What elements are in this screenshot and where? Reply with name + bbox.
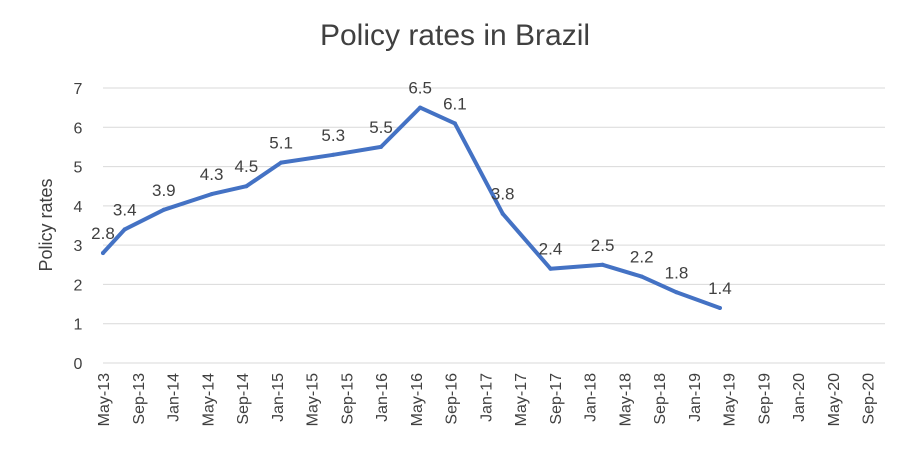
- y-tick-label: 6: [74, 120, 83, 137]
- data-point: [500, 211, 505, 216]
- x-tick-label: Sep-17: [548, 373, 565, 425]
- x-tick-label: Jan-18: [583, 373, 600, 422]
- x-tick-label: Sep-15: [339, 373, 356, 425]
- x-tick-label: Sep-18: [652, 373, 669, 425]
- data-label: 5.1: [269, 134, 293, 153]
- x-ticks: May-13 Sep-13 Jan-14 May-14 Sep-14 Jan-15 May-…: [96, 373, 878, 426]
- data-label: 4.3: [200, 165, 224, 184]
- data-label: 4.5: [235, 157, 259, 176]
- data-label: 2.5: [591, 236, 615, 255]
- data-point: [101, 251, 105, 255]
- x-tick-label: Jan-20: [791, 373, 808, 422]
- data-labels: 2.8 3.4 3.9 4.3 4.5 5.1 5.3 5.5 6.5 6.1 3.8 2.4 2.5 2…: [91, 79, 732, 298]
- data-point: [452, 121, 457, 126]
- data-label: 1.4: [708, 279, 732, 298]
- x-tick-label: May-20: [826, 373, 843, 426]
- x-tick-label: May-13: [96, 373, 113, 426]
- x-tick-label: May-14: [200, 373, 217, 426]
- x-tick-label: Jan-16: [374, 373, 391, 422]
- y-tick-label: 7: [74, 81, 83, 98]
- points-layer: [101, 105, 722, 310]
- data-point: [717, 306, 722, 310]
- x-tick-label: Sep-13: [131, 373, 148, 425]
- data-point: [674, 290, 679, 295]
- x-tick-label: Sep-16: [444, 373, 461, 425]
- x-tick-label: May-18: [617, 373, 634, 426]
- data-point: [639, 274, 644, 279]
- y-axis-label: Policy rates: [36, 178, 56, 271]
- x-tick-label: Jan-17: [478, 373, 495, 422]
- data-point: [600, 262, 605, 267]
- x-tick-label: Sep-20: [861, 373, 878, 425]
- series-layer: [101, 105, 722, 310]
- x-tick-label: Jan-15: [270, 373, 287, 422]
- y-tick-label: 5: [74, 160, 83, 177]
- data-label: 2.4: [539, 240, 563, 259]
- data-point: [379, 144, 384, 149]
- series-line: [101, 105, 722, 310]
- x-tick-label: May-17: [513, 373, 530, 426]
- data-label: 6.1: [443, 94, 467, 113]
- data-point: [244, 184, 249, 189]
- data-label: 6.5: [408, 79, 432, 98]
- x-tick-label: Jan-14: [166, 373, 183, 422]
- gridlines: [103, 87, 885, 364]
- data-point: [209, 192, 214, 197]
- y-tick-label: 3: [74, 238, 83, 255]
- data-label: 1.8: [665, 263, 689, 282]
- x-tick-label: May-19: [722, 373, 739, 426]
- data-point: [548, 266, 553, 271]
- y-tick-label: 0: [74, 356, 83, 373]
- data-point: [122, 227, 127, 232]
- y-ticks: 0 1 2 3 4 5 6 7: [74, 81, 83, 373]
- y-tick-label: 4: [74, 199, 83, 216]
- x-tick-label: Sep-14: [235, 373, 252, 425]
- y-tick-label: 2: [74, 277, 83, 294]
- data-point: [279, 160, 284, 165]
- data-label: 3.4: [113, 200, 137, 219]
- x-tick-label: Sep-19: [756, 373, 773, 425]
- chart-title: Policy rates in Brazil: [320, 19, 590, 52]
- data-label: 2.8: [91, 224, 115, 243]
- data-point: [161, 207, 166, 212]
- x-tick-label: May-16: [409, 373, 426, 426]
- data-label: 5.5: [369, 118, 393, 137]
- x-tick-label: May-15: [305, 373, 322, 426]
- data-point: [418, 105, 423, 110]
- data-label: 3.9: [152, 181, 176, 200]
- data-label: 5.3: [321, 126, 345, 145]
- x-tick-label: Jan-19: [687, 373, 704, 422]
- y-tick-label: 1: [74, 317, 83, 334]
- data-label: 3.8: [491, 185, 515, 204]
- data-label: 2.2: [630, 248, 654, 267]
- data-point: [331, 152, 336, 157]
